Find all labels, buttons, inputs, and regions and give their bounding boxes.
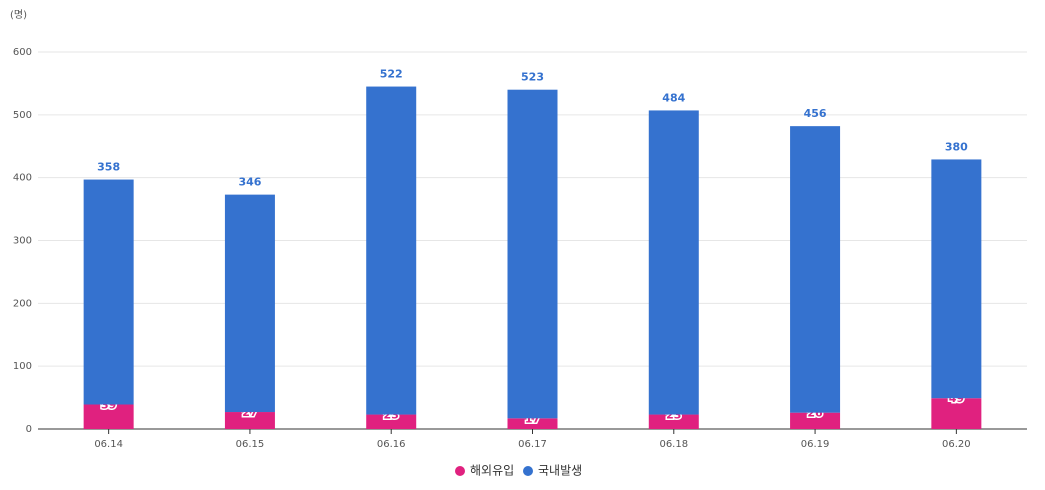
y-tick-label: 100	[13, 361, 32, 372]
legend-label: 해외유입	[470, 464, 514, 478]
x-tick-label: 06.19	[801, 439, 830, 450]
bar-segment	[224, 194, 275, 413]
bar-segment	[83, 404, 134, 429]
bar-segment	[83, 179, 134, 405]
bar-segment	[507, 418, 558, 429]
x-tick-label: 06.17	[518, 439, 547, 450]
y-tick-label: 200	[13, 298, 32, 309]
value-label: 346	[238, 176, 261, 189]
bar-segment	[648, 414, 699, 429]
y-tick-label: 0	[26, 424, 32, 435]
value-label: 358	[97, 161, 120, 174]
bar-segment	[931, 398, 982, 429]
bar-segment	[931, 159, 982, 399]
legend-marker	[523, 466, 533, 476]
x-tick-label: 06.20	[942, 439, 971, 450]
value-label: 522	[380, 68, 403, 81]
y-unit: (명)	[10, 9, 27, 21]
x-tick-label: 06.14	[94, 439, 123, 450]
bar-segment	[507, 89, 558, 419]
legend-marker	[455, 466, 465, 476]
y-tick-label: 600	[13, 47, 32, 58]
value-label: 484	[662, 91, 685, 104]
y-tick-label: 300	[13, 236, 32, 247]
y-tick-label: 400	[13, 173, 32, 184]
x-tick-label: 06.15	[236, 439, 265, 450]
x-tick-label: 06.18	[659, 439, 688, 450]
bar-segment	[366, 414, 417, 429]
bar-segment	[790, 126, 841, 413]
value-label: 380	[945, 140, 968, 153]
value-label: 523	[521, 71, 544, 84]
value-label: 456	[804, 107, 827, 120]
bar-segment	[790, 412, 841, 429]
x-tick-label: 06.16	[377, 439, 406, 450]
bar-segment	[648, 110, 699, 415]
bar-segment	[366, 86, 417, 415]
bar-segment	[224, 412, 275, 429]
legend-label: 국내발생	[538, 464, 582, 478]
y-tick-label: 500	[13, 110, 32, 121]
